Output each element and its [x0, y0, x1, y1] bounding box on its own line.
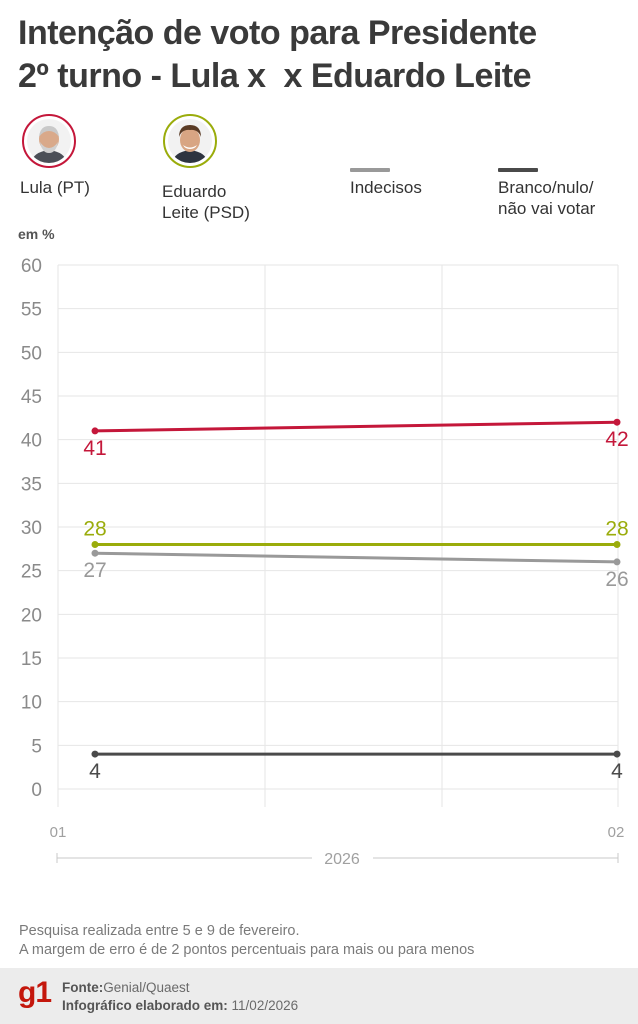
y-tick-label: 0: [31, 780, 42, 801]
source-line: Fonte:Genial/Quaest: [62, 980, 190, 995]
source-label: Fonte:: [62, 980, 104, 995]
y-tick-label: 45: [21, 387, 42, 408]
x-group-label: 2026: [324, 851, 360, 868]
y-tick-label: 5: [31, 736, 42, 757]
data-point: [613, 418, 621, 426]
legend-label-branco-line1: Branco/nulo/: [498, 178, 594, 197]
data-label: 26: [605, 568, 628, 591]
title-line-2: 2º turno - Lula x x Eduardo Leite: [18, 57, 532, 95]
source-value: Genial/Quaest: [103, 980, 190, 995]
series-line-0: [94, 420, 618, 433]
y-tick-label: 40: [21, 431, 42, 452]
data-point: [91, 427, 99, 435]
legend-label-leite-line1: Eduardo: [162, 182, 227, 201]
title-line-1: Intenção de voto para Presidente: [18, 14, 537, 52]
data-point: [613, 558, 621, 566]
data-point: [613, 540, 621, 548]
y-tick-label: 35: [21, 474, 42, 495]
credit-label: Infográfico elaborado em:: [62, 998, 228, 1013]
data-point: [91, 750, 99, 758]
data-label: 4: [89, 760, 101, 783]
data-label: 27: [83, 559, 106, 582]
legend-label-indecisos: Indecisos: [350, 178, 422, 197]
credit-value: 11/02/2026: [231, 998, 299, 1013]
credit-line: Infográfico elaborado em: 11/02/2026: [62, 998, 298, 1013]
y-tick-label: 20: [21, 605, 42, 626]
data-label: 42: [605, 428, 628, 451]
legend-label-leite-line2: Leite (PSD): [162, 203, 250, 222]
survey-note: Pesquisa realizada entre 5 e 9 de fevere…: [19, 922, 474, 960]
footer: g1 Fonte:Genial/Quaest Infográfico elabo…: [0, 968, 638, 1024]
y-tick-label: 30: [21, 518, 42, 539]
legend-swatch-branco: [498, 168, 538, 172]
y-tick-label: 25: [21, 562, 42, 583]
survey-note-line2: A margem de erro é de 2 pontos percentua…: [19, 942, 475, 958]
data-point: [91, 549, 99, 557]
data-label: 28: [83, 517, 106, 540]
g1-logo: g1: [18, 976, 52, 1009]
data-label: 28: [605, 517, 628, 540]
line-chart: 0 5 10 15 20 25 30 35 40 45 50 55 60 01 02 2026 41 42 28 28…: [21, 256, 629, 868]
data-label: 4: [611, 760, 623, 783]
data-label: 41: [83, 437, 106, 460]
y-tick-label: 55: [21, 300, 42, 321]
data-point: [613, 750, 621, 758]
unit-label: em %: [18, 226, 55, 242]
data-point: [91, 540, 99, 548]
legend-label-leite: Eduardo Leite (PSD): [162, 181, 250, 223]
chart-title: Intenção de voto para Presidente 2º turn…: [18, 12, 633, 98]
y-tick-label: 60: [21, 256, 42, 277]
legend-label-lula: Lula (PT): [20, 178, 90, 197]
legend-swatch-indecisos: [350, 168, 390, 172]
legend-label-branco-line2: não vai votar: [498, 199, 596, 218]
x-tick-label: 02: [608, 824, 625, 841]
series-line-2: [94, 551, 618, 564]
leite-avatar-icon: [163, 114, 217, 168]
y-tick-label: 50: [21, 343, 42, 364]
legend-label-branco: Branco/nulo/ não vai votar: [498, 177, 595, 219]
y-tick-label: 10: [21, 693, 42, 714]
x-tick-label: 01: [50, 824, 67, 841]
lula-avatar-icon: [22, 114, 76, 168]
survey-note-line1: Pesquisa realizada entre 5 e 9 de fevere…: [19, 923, 300, 939]
y-tick-label: 15: [21, 649, 42, 670]
